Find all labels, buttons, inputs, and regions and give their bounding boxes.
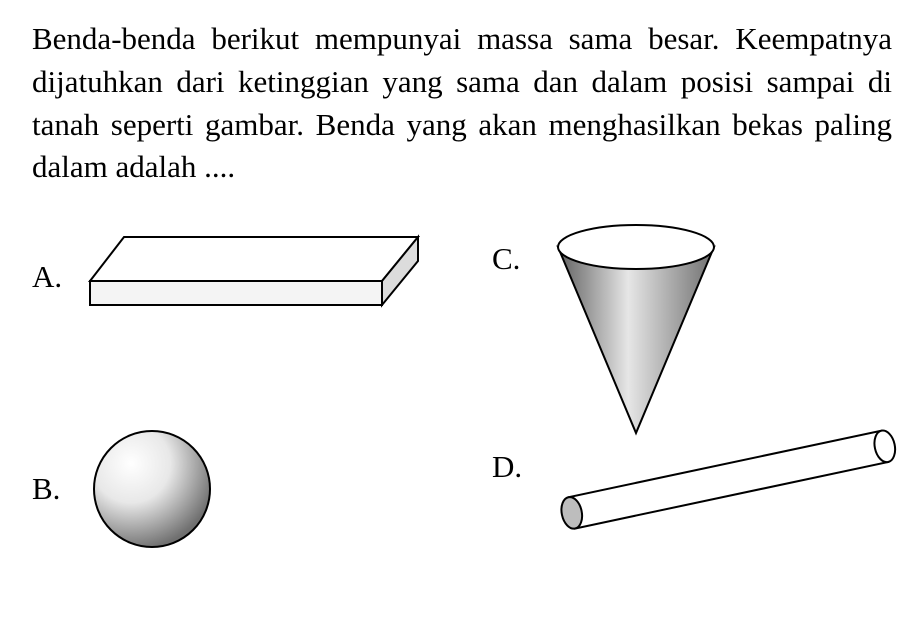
- cone-icon: [546, 213, 726, 443]
- option-d: D.: [492, 423, 916, 533]
- option-b-label: B.: [32, 471, 74, 507]
- option-b: B.: [32, 423, 218, 555]
- option-c-label: C.: [492, 241, 534, 277]
- option-a-label: A.: [32, 259, 74, 295]
- question-text: Benda-benda berikut mempunyai massa sama…: [32, 18, 892, 189]
- option-a: A.: [32, 227, 426, 327]
- sphere-icon: [86, 423, 218, 555]
- options-container: A. B.: [32, 213, 892, 543]
- slab-icon: [86, 227, 426, 327]
- option-c: C.: [492, 213, 726, 443]
- option-d-label: D.: [492, 449, 534, 485]
- cylinder-icon: [546, 423, 916, 533]
